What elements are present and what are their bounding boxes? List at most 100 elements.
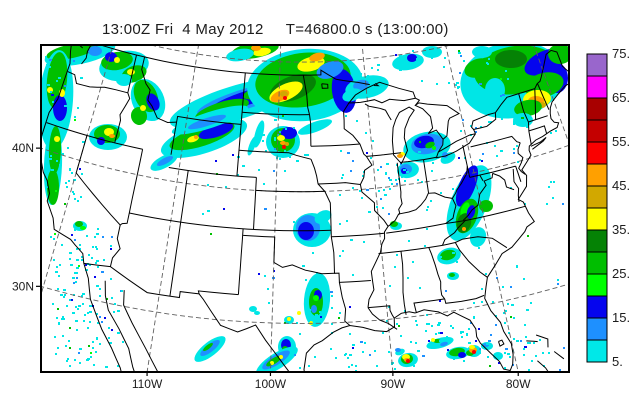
precip-dot bbox=[463, 60, 465, 62]
precip-blob bbox=[280, 91, 288, 97]
precip-blob bbox=[469, 345, 475, 349]
colorbar-segment bbox=[586, 295, 608, 319]
precip-blob bbox=[406, 359, 410, 363]
border-line bbox=[413, 298, 445, 313]
colorbar-segment bbox=[586, 185, 608, 209]
precip-blob bbox=[485, 78, 505, 102]
border-line bbox=[391, 106, 415, 165]
latitude-line bbox=[149, 45, 453, 63]
precip-blob bbox=[53, 95, 67, 121]
border-line bbox=[324, 191, 332, 237]
precip-blob bbox=[464, 58, 492, 78]
precip-blob bbox=[342, 88, 362, 102]
border-line bbox=[442, 236, 508, 249]
border-line bbox=[303, 311, 416, 372]
border-line bbox=[518, 93, 532, 145]
border-line bbox=[367, 226, 389, 308]
precip-dot bbox=[376, 206, 378, 208]
border-line bbox=[338, 282, 351, 326]
border-line bbox=[98, 45, 370, 86]
border-line bbox=[515, 165, 522, 182]
border-line bbox=[492, 172, 515, 191]
precip-blob bbox=[313, 295, 319, 301]
precip-blob bbox=[440, 249, 456, 261]
colorbar-segment bbox=[586, 273, 608, 297]
border-line bbox=[535, 334, 549, 348]
border-line bbox=[243, 234, 275, 238]
state-borders bbox=[41, 45, 569, 372]
border-line bbox=[176, 115, 242, 125]
colorbar-segment bbox=[586, 229, 608, 253]
precip-dot bbox=[505, 70, 507, 72]
border-line bbox=[473, 129, 476, 134]
precip-dot bbox=[452, 188, 454, 190]
border-line bbox=[168, 167, 257, 178]
precip-blob bbox=[455, 165, 479, 207]
precip-dot bbox=[468, 328, 470, 330]
colorbar-label: 5. bbox=[612, 354, 623, 369]
colorbar: 75. 65. 55. 45. 35. 25. 15. 5. bbox=[586, 46, 630, 369]
precip-blob bbox=[114, 57, 120, 63]
longitude-line bbox=[41, 45, 114, 297]
precip-blob bbox=[285, 142, 289, 146]
border-line bbox=[378, 244, 443, 255]
border-line bbox=[444, 294, 485, 304]
precip-dot bbox=[391, 183, 393, 185]
colorbar-label: 35. bbox=[612, 222, 630, 237]
border-line bbox=[237, 228, 244, 295]
precip-blob bbox=[425, 141, 435, 149]
border-line bbox=[104, 280, 135, 372]
precip-blob bbox=[314, 210, 332, 224]
border-line bbox=[253, 177, 257, 230]
precip-blob bbox=[280, 141, 286, 145]
precip-dot bbox=[460, 130, 462, 132]
colorbar-segment bbox=[586, 251, 608, 275]
precip-dot bbox=[475, 131, 477, 133]
border-line bbox=[400, 251, 407, 315]
latitude-line bbox=[41, 283, 569, 324]
border-line bbox=[81, 45, 92, 65]
border-line bbox=[46, 122, 143, 150]
precip-dot bbox=[419, 141, 421, 143]
longitude-line bbox=[533, 45, 569, 145]
precip-blob bbox=[283, 96, 287, 100]
colorbar-segment bbox=[586, 317, 608, 341]
precip-blob bbox=[249, 306, 257, 312]
precip-dot bbox=[340, 150, 342, 152]
precip-dot bbox=[533, 342, 535, 344]
border-line bbox=[141, 56, 177, 124]
precip-blob bbox=[279, 355, 283, 359]
precip-blob bbox=[130, 107, 148, 125]
colorbar-segment bbox=[586, 163, 608, 187]
border-line bbox=[75, 135, 121, 267]
border-line bbox=[236, 72, 246, 177]
precipitation-layer bbox=[41, 45, 569, 372]
precip-dot bbox=[398, 325, 400, 327]
precip-blob bbox=[198, 123, 234, 139]
precip-blob bbox=[80, 226, 86, 230]
lon-tick-label: 110W bbox=[132, 377, 163, 391]
precip-dot bbox=[430, 200, 432, 202]
colorbar-label: 75. bbox=[612, 46, 630, 61]
colorbar-label: 15. bbox=[612, 310, 630, 325]
lon-tick-label: 90W bbox=[381, 377, 406, 391]
colorbar-label: 65. bbox=[612, 90, 630, 105]
precip-dot bbox=[396, 323, 398, 325]
precip-blob bbox=[146, 93, 160, 111]
border-line bbox=[364, 103, 392, 121]
precip-dot bbox=[372, 140, 374, 142]
precip-blob bbox=[54, 136, 60, 142]
precip-blob bbox=[116, 74, 132, 86]
precip-dot bbox=[388, 177, 390, 179]
border-line bbox=[517, 142, 526, 175]
axis-ticks bbox=[36, 147, 519, 376]
border-line bbox=[170, 122, 178, 155]
precip-dot bbox=[520, 340, 522, 342]
border-line bbox=[119, 149, 144, 226]
border-line bbox=[528, 115, 548, 123]
border-line bbox=[386, 205, 526, 234]
longitude-line bbox=[361, 45, 394, 372]
precip-blob bbox=[431, 338, 435, 342]
border-line bbox=[367, 305, 395, 319]
